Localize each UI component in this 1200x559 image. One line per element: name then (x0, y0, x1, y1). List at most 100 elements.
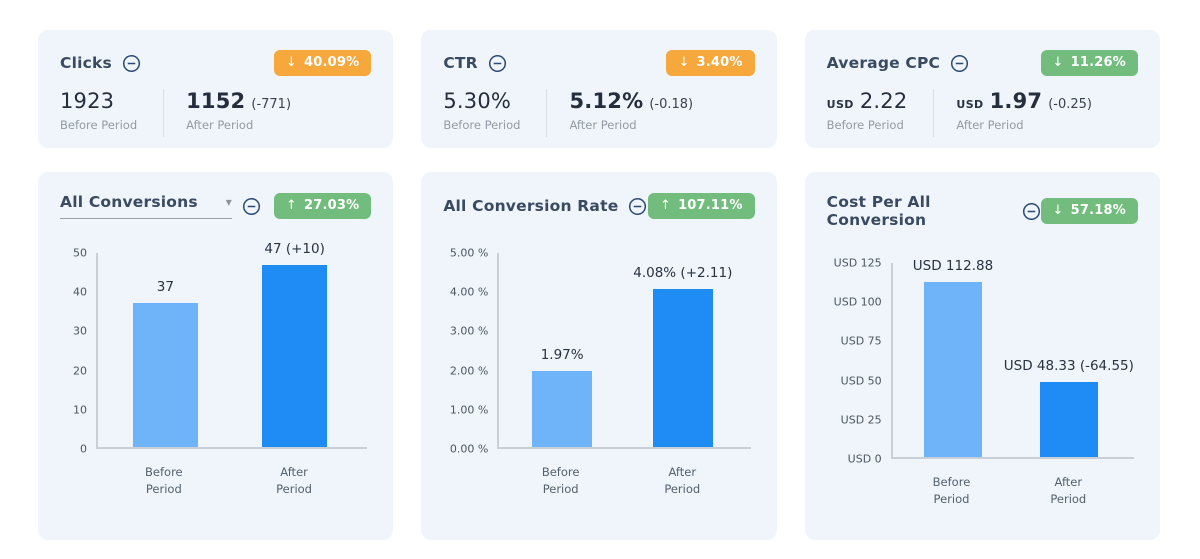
badge-value: 57.18% (1070, 203, 1126, 218)
currency-label: USD (956, 98, 984, 111)
x-category-label: Before Period (145, 465, 183, 497)
before-period-label: Before Period (443, 118, 521, 132)
x-category-label: After Period (276, 465, 312, 497)
metric-dropdown[interactable]: All Conversions ▾ (60, 193, 232, 219)
collapse-minus-icon[interactable] (1022, 202, 1041, 221)
card-header: Clicks ↓ 40.09% (60, 50, 372, 76)
after-period-label: After Period (956, 118, 1024, 132)
after-value: 1.97 (989, 89, 1043, 113)
y-tick-label: USD 100 (833, 295, 882, 309)
bar-value-label: 4.08% (+2.11) (633, 264, 733, 281)
x-category-label: Before Period (541, 465, 580, 497)
y-tick-label: 40 (73, 285, 87, 299)
after-period-block: 1152 (-771) After Period (186, 89, 291, 132)
arrow-up-icon: ↑ (659, 198, 672, 213)
y-tick-label: 5.00 % (449, 246, 489, 260)
bar-chart-all-conversions: 0 10 20 30 40 50 37 47 (+10) Before Period After … (60, 241, 371, 502)
arrow-down-icon: ↓ (678, 55, 690, 70)
after-period-block: USD 1.97 (-0.25) After Period (956, 89, 1092, 132)
bar-value-label: USD 112.88 (912, 257, 994, 274)
title-group: Clicks (60, 54, 141, 73)
comparison-values: 5.30% Before Period 5.12% (-0.18) After … (443, 89, 754, 137)
y-tick-label: 1.00 % (449, 403, 489, 417)
bar-after-period (1039, 382, 1098, 457)
divider (933, 89, 935, 137)
bar-value-label: 37 (156, 279, 174, 296)
arrow-up-icon: ↑ (285, 198, 297, 213)
before-period-block: USD 2.22 Before Period (827, 89, 908, 132)
y-tick-label: USD 75 (840, 334, 882, 348)
chart-row: All Conversions ▾ ↑ 27.03% 0 10 20 30 40 50 37… (38, 172, 1160, 540)
card-title: Cost Per All Conversion (826, 193, 931, 229)
change-badge: ↑ 27.03% (273, 193, 372, 219)
x-axis-labels: Before Period After Period (96, 458, 367, 502)
collapse-minus-icon[interactable] (242, 197, 261, 216)
y-tick-label: 0 (80, 442, 87, 456)
title-group: CTR (443, 54, 506, 73)
title-group: All Conversion Rate (443, 197, 647, 216)
divider (163, 89, 165, 137)
kpi-card-ctr: CTR ↓ 3.40% 5.30% Before Period (421, 30, 777, 148)
collapse-minus-icon[interactable] (488, 54, 507, 73)
y-axis: USD 0 USD 25 USD 50 USD 75 USD 100 USD 125 (827, 257, 891, 466)
change-badge: ↓ 11.26% (1040, 50, 1138, 76)
y-tick-label: 0.00 % (449, 442, 489, 456)
title-group: All Conversions ▾ (60, 193, 261, 219)
after-value: 1152 (186, 89, 246, 113)
plot-area: USD 112.88 USD 48.33 (-64.55) (890, 258, 1134, 459)
y-tick-label: 2.00 % (449, 364, 489, 378)
y-axis: 0.00 % 1.00 % 2.00 % 3.00 % 4.00 % 5.00 % (443, 247, 497, 456)
card-title: All Conversion Rate (443, 197, 619, 215)
bar-value-label: USD 48.33 (-64.55) (1003, 358, 1134, 374)
card-header: Average CPC ↓ 11.26% (827, 50, 1138, 76)
change-badge: ↑ 107.11% (647, 193, 755, 219)
kpi-card-clicks: Clicks ↓ 40.09% 1923 Before Period (38, 30, 394, 148)
after-period-label: After Period (186, 118, 254, 132)
collapse-minus-icon[interactable] (628, 197, 647, 216)
badge-value: 3.40% (696, 55, 743, 70)
before-value: 2.22 (859, 89, 908, 113)
before-period-label: Before Period (60, 118, 138, 132)
bar-value-label: 1.97% (540, 346, 584, 363)
y-tick-label: 30 (73, 324, 87, 338)
card-header: Cost Per All Conversion ↓ 57.18% (827, 193, 1138, 229)
kpi-row: Clicks ↓ 40.09% 1923 Before Period (38, 30, 1160, 148)
after-delta: (-771) (251, 97, 292, 112)
after-delta: (-0.25) (1048, 97, 1092, 112)
before-value: 5.30% (443, 89, 512, 113)
bar-before-period (532, 370, 593, 447)
after-value: 5.12% (569, 89, 644, 113)
chevron-down-icon: ▾ (225, 195, 232, 209)
after-period-label: After Period (569, 118, 637, 132)
comparison-values: USD 2.22 Before Period USD 1.97 (-0.25) … (827, 89, 1138, 137)
divider (546, 89, 548, 137)
x-category-label: Before Period (932, 475, 971, 507)
arrow-down-icon: ↓ (285, 55, 297, 70)
bar-after-period (652, 288, 713, 447)
chart-card-all-conversions: All Conversions ▾ ↑ 27.03% 0 10 20 30 40 50 37… (38, 172, 394, 540)
before-period-block: 1923 Before Period (60, 89, 137, 132)
bar-value-label: 47 (+10) (264, 240, 325, 257)
badge-value: 11.26% (1070, 55, 1126, 70)
after-delta: (-0.18) (649, 97, 694, 112)
bar-before-period (924, 281, 982, 457)
currency-label: USD (826, 98, 854, 111)
collapse-minus-icon[interactable] (950, 54, 969, 73)
x-axis-labels: Before Period After Period (497, 458, 750, 502)
comparison-values: 1923 Before Period 1152 (-771) After Per… (60, 89, 371, 137)
change-badge: ↓ 57.18% (1040, 198, 1138, 224)
change-badge: ↓ 3.40% (666, 50, 755, 76)
dropdown-selected-value: All Conversions (60, 193, 198, 211)
y-tick-label: 3.00 % (449, 324, 489, 338)
collapse-minus-icon[interactable] (122, 54, 141, 73)
arrow-down-icon: ↓ (1052, 203, 1064, 218)
bar-before-period (133, 303, 198, 447)
title-group: Cost Per All Conversion (827, 193, 1041, 229)
card-title: Clicks (60, 54, 112, 72)
y-tick-label: 4.00 % (449, 285, 489, 299)
y-tick-label: USD 50 (840, 374, 882, 388)
y-tick-label: USD 125 (833, 256, 882, 270)
badge-value: 27.03% (303, 198, 360, 213)
y-tick-label: 50 (73, 246, 87, 260)
